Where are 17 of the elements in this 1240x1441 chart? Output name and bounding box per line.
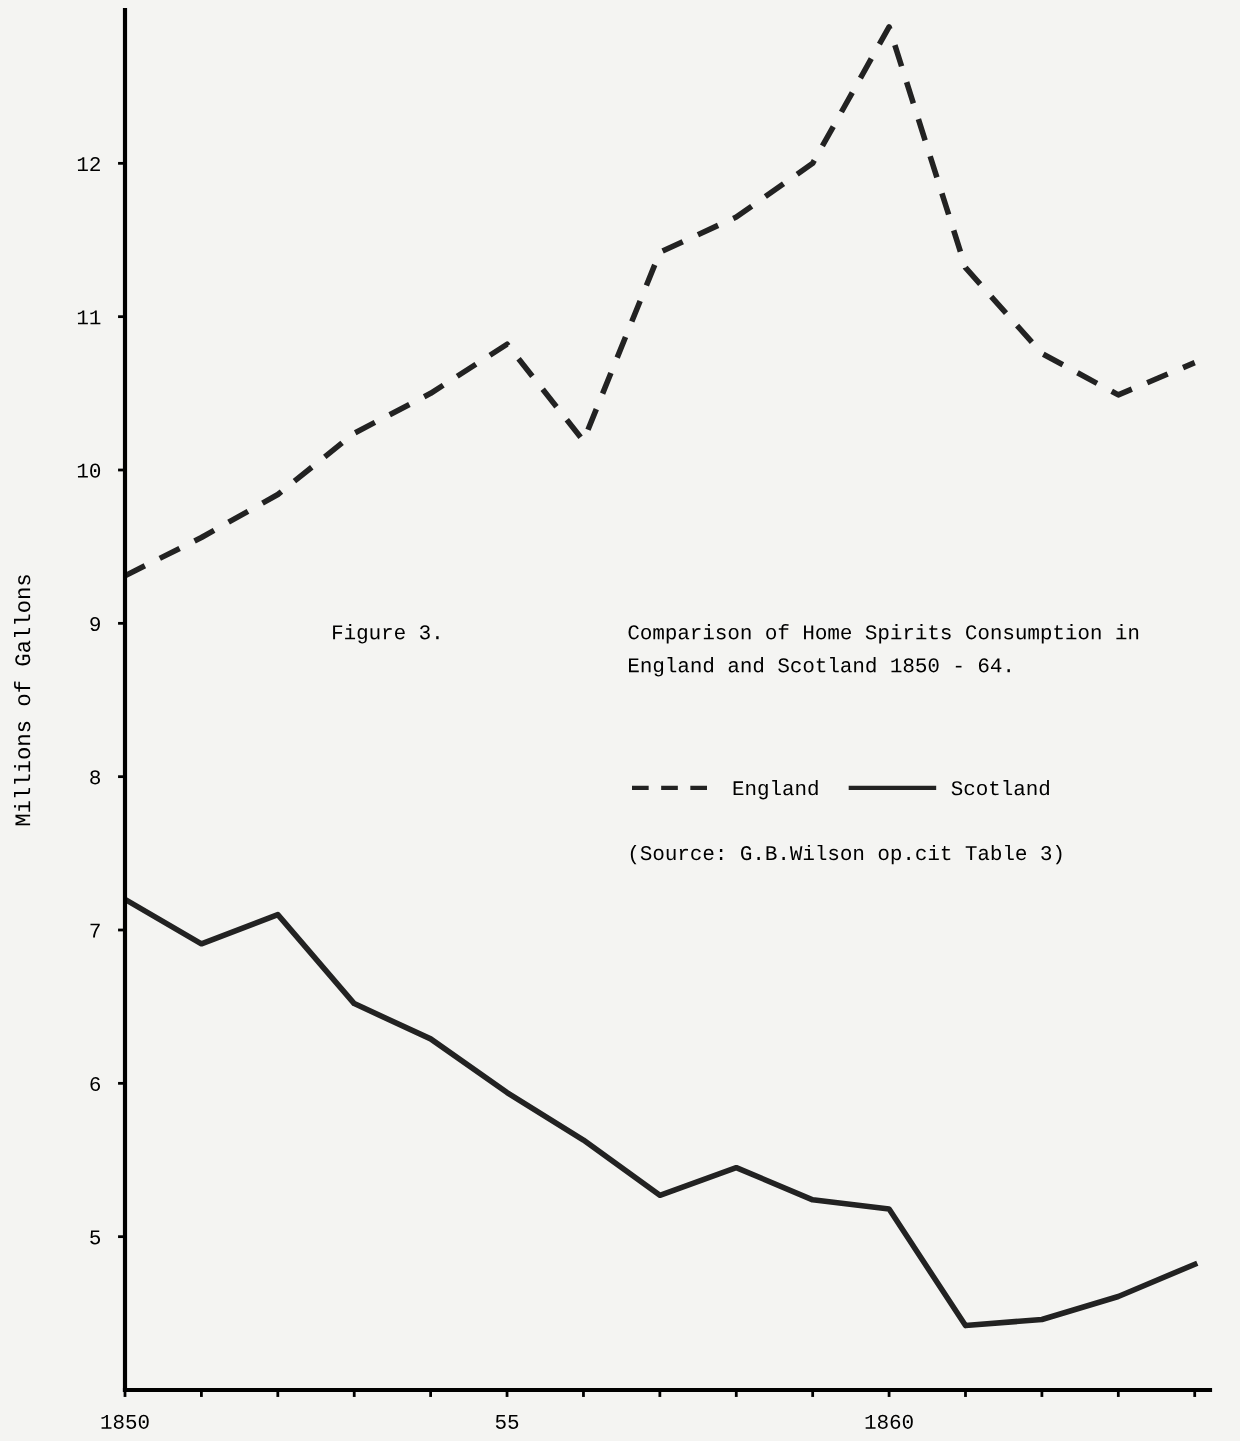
y-axis-title: Millions of Gallons bbox=[14, 575, 31, 826]
legend-label: England bbox=[733, 779, 818, 800]
y-tick-label: 9 bbox=[90, 616, 100, 632]
annotation: (Source: G.B.Wilson op.cit Table 3) bbox=[630, 844, 1062, 865]
x-tick-label: 1850 bbox=[101, 1414, 149, 1429]
y-tick-label: 10 bbox=[77, 463, 101, 478]
x-tick-label: 1860 bbox=[865, 1414, 913, 1429]
y-tick-label: 6 bbox=[90, 1076, 101, 1092]
y-tick-label: 8 bbox=[90, 770, 101, 785]
y-tick-label: 12 bbox=[77, 156, 100, 171]
y-tick-label: 7 bbox=[90, 923, 100, 938]
annotation: Figure 3. bbox=[333, 624, 439, 644]
y-tick-label: 11 bbox=[77, 310, 101, 325]
y-tick-label: 5 bbox=[90, 1230, 101, 1245]
legend-label: Scotland bbox=[951, 779, 1049, 796]
x-tick-label: 55 bbox=[495, 1414, 519, 1429]
text: Comparison of Home Spirits Consumption in England and Scotland 1850 - 64. bbox=[628, 624, 1139, 677]
